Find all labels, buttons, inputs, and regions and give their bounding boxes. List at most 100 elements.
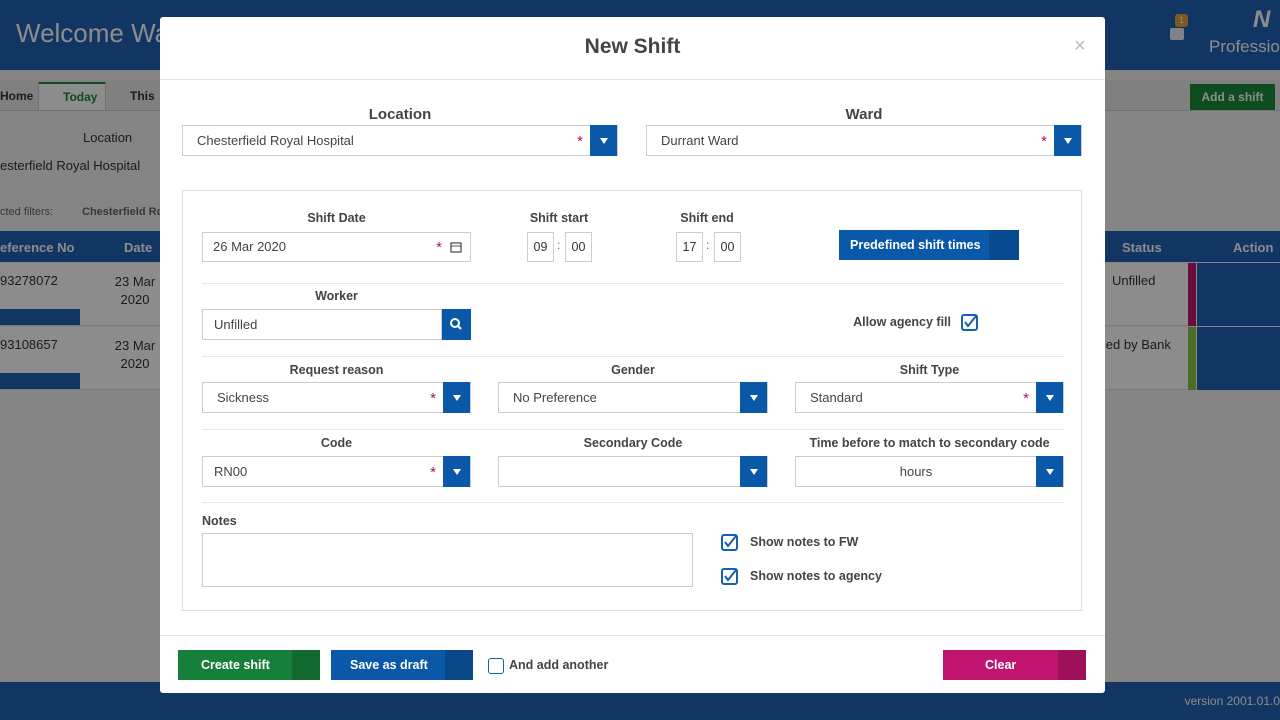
cell: 23 Mar 2020: [114, 274, 156, 307]
header-brand: Professio: [1209, 37, 1280, 56]
field-label: Ward: [845, 106, 883, 123]
select-value: Chesterfield Royal Hospital: [197, 133, 354, 148]
checkbox-label: Show notes to agency: [750, 569, 882, 583]
show-notes-agency-checkbox[interactable]: [721, 568, 738, 585]
field-label: Shift end: [680, 211, 734, 225]
button-label: Predefined shift times: [850, 238, 981, 252]
required-mark: *: [577, 133, 583, 150]
shift-type-select[interactable]: Standard *: [795, 382, 1064, 413]
bar: [0, 373, 80, 389]
required-mark: *: [430, 390, 436, 407]
mail-icon[interactable]: [1170, 28, 1184, 40]
code-select[interactable]: RN00 *: [202, 456, 471, 487]
filters-label: cted filters:: [0, 206, 54, 218]
save-draft-button[interactable]: Save as draft: [331, 650, 473, 680]
checkbox-label: Allow agency fill: [853, 315, 951, 329]
field-label: Request reason: [289, 363, 384, 377]
minute-input[interactable]: 00: [565, 232, 592, 262]
add-shift-button[interactable]: Add a shift: [1190, 84, 1275, 110]
filter-chip: Chesterfield Ro: [82, 206, 164, 218]
status-strip: [1188, 327, 1196, 390]
dropdown-button[interactable]: [1036, 382, 1063, 413]
check-icon: [964, 315, 977, 328]
select-value: Sickness: [217, 390, 270, 405]
button-label: Create shift: [201, 658, 270, 672]
select-value: RN00: [214, 464, 248, 479]
tab[interactable]: Today: [38, 82, 106, 111]
cell: 93108657: [0, 337, 58, 352]
dropdown-button[interactable]: [590, 125, 617, 156]
field-label: Code: [320, 436, 353, 450]
select-value: Durrant Ward: [661, 133, 739, 148]
cell: 93278072: [0, 273, 58, 288]
button-label: Clear: [985, 658, 1017, 672]
clear-button[interactable]: Clear: [943, 650, 1086, 680]
show-notes-fw-checkbox[interactable]: [721, 534, 738, 551]
select-value: No Preference: [513, 390, 597, 405]
field-label: Worker: [315, 289, 358, 303]
bar: [0, 309, 80, 325]
tab[interactable]: This: [130, 89, 155, 103]
action-cell[interactable]: [1197, 327, 1280, 390]
divider: [160, 79, 1105, 80]
column-header: eference No: [0, 240, 75, 255]
calendar-icon[interactable]: [450, 241, 462, 253]
select-value: Standard: [810, 390, 863, 405]
new-shift-modal: New Shift × Location Chesterfield Royal …: [160, 17, 1105, 693]
gender-select[interactable]: No Preference: [498, 382, 768, 413]
date-input[interactable]: 26 Mar 2020 *: [202, 232, 471, 262]
filter-value: esterfield Royal Hospital: [0, 158, 141, 173]
request-reason-select[interactable]: Sickness *: [202, 382, 471, 413]
notes-textarea[interactable]: [202, 533, 693, 587]
secondary-code-select[interactable]: [498, 456, 768, 487]
dropdown-button[interactable]: [443, 382, 470, 413]
location-select[interactable]: Chesterfield Royal Hospital *: [182, 125, 618, 156]
required-mark: *: [1041, 133, 1047, 150]
trash-icon: [1058, 650, 1086, 680]
plus-icon: [292, 650, 320, 680]
button-label: Save as draft: [350, 658, 428, 672]
worker-input[interactable]: Unfilled: [202, 309, 442, 340]
hour-input[interactable]: 17: [676, 232, 703, 262]
close-button[interactable]: ×: [1074, 35, 1086, 57]
field-label: Shift Date: [307, 211, 366, 225]
input-value: Unfilled: [214, 317, 258, 332]
hour-input[interactable]: 09: [527, 232, 554, 262]
edit-icon: [445, 650, 473, 680]
check-icon: [724, 569, 737, 582]
field-label: Notes: [202, 514, 237, 528]
dropdown-button[interactable]: [443, 456, 470, 487]
field-label: Shift Type: [899, 363, 960, 377]
search-icon: [450, 318, 462, 330]
separator: :: [557, 238, 561, 252]
dropdown-button[interactable]: [740, 456, 767, 487]
agency-fill-checkbox[interactable]: [961, 314, 978, 331]
time-before-select[interactable]: hours: [795, 456, 1064, 487]
dropdown-button[interactable]: [1054, 125, 1081, 156]
add-another-checkbox[interactable]: [488, 658, 504, 674]
input-value: 26 Mar 2020: [213, 239, 286, 254]
field-label: Secondary Code: [583, 436, 683, 450]
cell: 23 Mar 2020: [114, 338, 156, 371]
checkbox-label: Show notes to FW: [750, 535, 859, 549]
status-strip: [1188, 263, 1196, 326]
required-mark: *: [1023, 390, 1029, 407]
predefined-times-button[interactable]: Predefined shift times: [839, 230, 1019, 260]
action-cell[interactable]: [1197, 263, 1280, 326]
dropdown-button[interactable]: [1036, 456, 1063, 487]
minute-input[interactable]: 00: [714, 232, 741, 262]
dropdown-button[interactable]: [740, 382, 767, 413]
column-header: Status: [1122, 240, 1162, 255]
filter-label: Location: [83, 130, 133, 145]
cell: Unfilled: [1112, 273, 1156, 288]
field-label: Time before to match to secondary code: [809, 436, 1050, 450]
create-shift-button[interactable]: Create shift: [178, 650, 320, 680]
select-value: hours: [899, 464, 933, 479]
shift-panel: Shift Date 26 Mar 2020 * Shift start 09 :…: [182, 190, 1082, 611]
divider: [202, 502, 1064, 503]
tab[interactable]: Home: [0, 89, 34, 103]
check-icon: [724, 535, 737, 548]
required-mark: *: [436, 239, 442, 256]
ward-select[interactable]: Durrant Ward *: [646, 125, 1082, 156]
search-button[interactable]: [442, 309, 471, 340]
